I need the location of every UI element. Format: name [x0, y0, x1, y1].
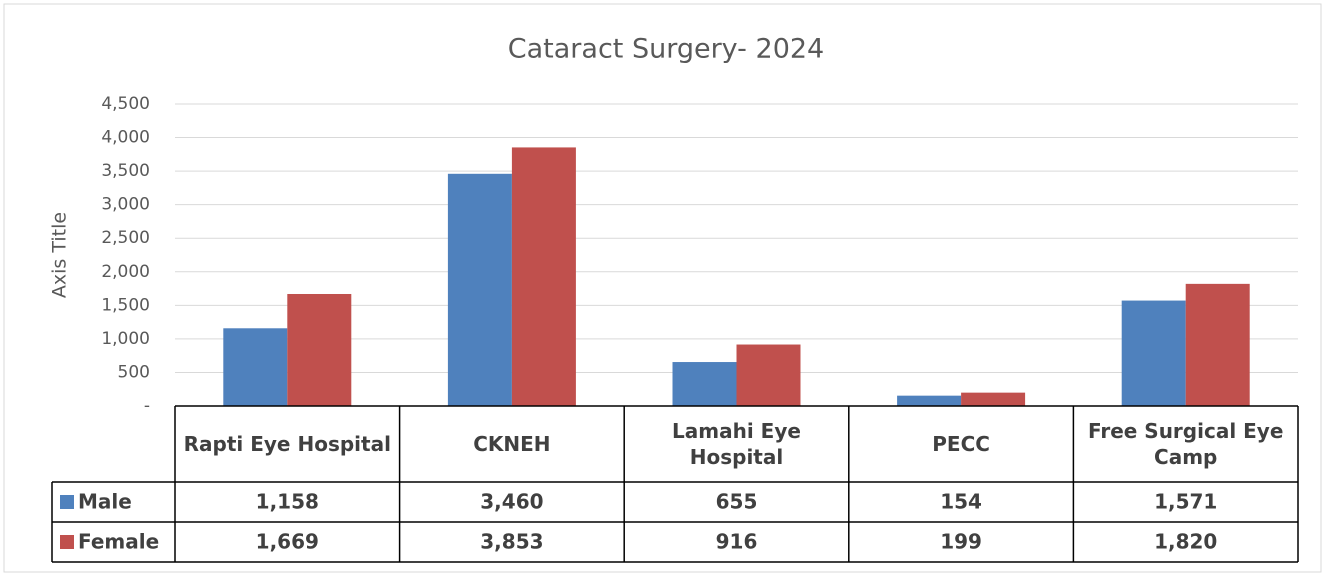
y-tick-label: 3,500	[101, 161, 150, 181]
bar	[672, 362, 737, 406]
x-tick-label: Free Surgical Eye Camp	[1087, 419, 1284, 469]
bar	[1185, 283, 1250, 406]
data-table-value: 655	[716, 490, 758, 514]
x-tick-label: Rapti Eye Hospital	[183, 432, 391, 456]
y-tick-label: 2,000	[101, 262, 150, 282]
y-tick-label: 1,500	[101, 295, 150, 315]
y-axis-title: Axis Title	[49, 212, 71, 298]
x-tick-label: CKNEH	[473, 432, 551, 456]
y-tick-label: 4,000	[101, 128, 150, 148]
category-cell: CKNEH	[473, 432, 551, 456]
bar	[961, 392, 1026, 406]
legend-key	[60, 535, 74, 549]
data-table-value: 154	[940, 490, 982, 514]
legend-label: Male	[78, 490, 132, 514]
y-tick-label: 500	[118, 362, 150, 382]
data-table-value: 1,158	[256, 490, 319, 514]
legend-key	[60, 495, 74, 509]
bar	[1121, 300, 1186, 406]
chart-title: Cataract Surgery- 2024	[508, 34, 824, 65]
data-table-value: 3,853	[480, 530, 543, 554]
bar	[736, 344, 801, 406]
bar	[447, 173, 512, 406]
chart-border	[3, 3, 1322, 573]
y-tick-label: 4,500	[101, 94, 150, 114]
y-tick-label: 3,000	[101, 195, 150, 215]
y-tick-label: -	[144, 396, 150, 416]
category-cell: PECC	[932, 432, 990, 456]
bar	[511, 147, 576, 406]
x-tick-label: PECC	[932, 432, 990, 456]
y-tick-label: 1,000	[101, 329, 150, 349]
bar	[287, 293, 352, 406]
bar	[897, 395, 962, 406]
y-tick-label: 2,500	[101, 228, 150, 248]
data-table-value: 3,460	[480, 490, 543, 514]
data-table-value: 1,669	[256, 530, 319, 554]
category-cell: Lamahi Eye Hospital	[672, 419, 801, 469]
data-table-value: 1,820	[1154, 530, 1217, 554]
bar	[223, 328, 288, 406]
data-table-value: 1,571	[1154, 490, 1217, 514]
category-cell: Rapti Eye Hospital	[183, 432, 391, 456]
category-cell: Free Surgical Eye Camp	[1087, 419, 1284, 469]
legend-label: Female	[78, 530, 159, 554]
data-table-value: 199	[940, 530, 982, 554]
data-table-value: 916	[716, 530, 758, 554]
x-tick-label: Lamahi Eye Hospital	[672, 419, 801, 469]
